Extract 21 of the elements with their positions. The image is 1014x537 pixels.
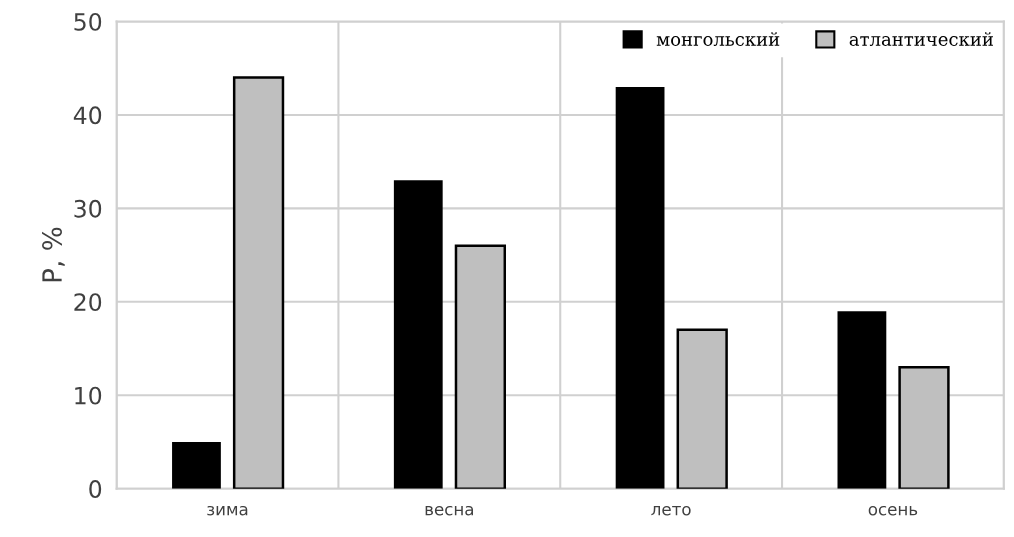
x-tick-label: осень: [868, 505, 918, 516]
bar: [172, 441, 221, 489]
bar: [898, 365, 950, 489]
bar: [454, 244, 507, 489]
bar: [676, 328, 728, 489]
bar: [837, 311, 887, 489]
y-tick-label: 30: [74, 199, 102, 218]
x-tick-label: весна: [425, 505, 473, 516]
y-axis-title: P, %: [42, 227, 65, 282]
bar: [615, 86, 665, 489]
y-tick-label: 40: [73, 106, 102, 125]
legend-label: монгольский: [656, 32, 780, 46]
y-tick-label: 0: [89, 480, 102, 498]
bar: [232, 76, 285, 489]
x-tick-label: лето: [651, 505, 691, 516]
bar: [393, 180, 443, 489]
y-tick-label: 20: [74, 293, 102, 312]
x-tick-label: зима: [207, 505, 248, 516]
y-tick-label: 50: [74, 12, 102, 31]
legend-label: атлантический: [849, 32, 993, 46]
y-tick-label: 10: [75, 386, 102, 405]
